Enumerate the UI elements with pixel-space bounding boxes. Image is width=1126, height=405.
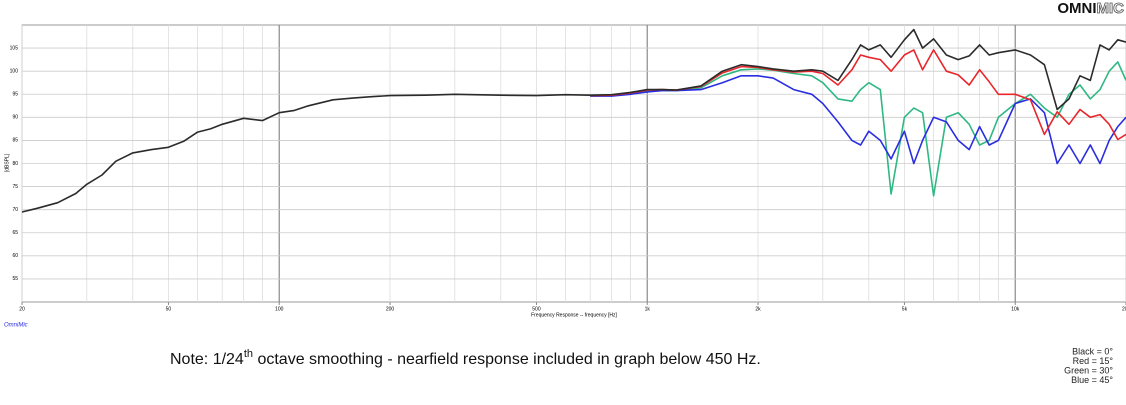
series-line bbox=[590, 61, 1126, 197]
y-tick-label: 95 bbox=[12, 92, 18, 98]
legend-entry: Green = 30° bbox=[1064, 365, 1113, 375]
x-tick-label: 10k bbox=[1011, 306, 1020, 312]
x-tick-label: 20k bbox=[1122, 306, 1126, 312]
watermark: OmniMic bbox=[4, 323, 28, 329]
note-text: Note: 1/24 bbox=[170, 351, 244, 368]
logo: OMNIMIC bbox=[1057, 0, 1124, 17]
x-axis-label: Frequency Response -- frequency [Hz] bbox=[531, 312, 617, 318]
y-tick-label: 100 bbox=[10, 68, 19, 74]
y-tick-label: 85 bbox=[12, 138, 18, 144]
series-line bbox=[21, 28, 1126, 213]
series-line bbox=[590, 75, 1126, 165]
x-tick-label: 2k bbox=[755, 306, 761, 312]
x-tick-label: 1k bbox=[645, 306, 651, 312]
legend-entry: Red = 15° bbox=[1073, 356, 1114, 366]
x-tick-label: 500 bbox=[532, 306, 541, 312]
y-tick-label: 80 bbox=[12, 161, 18, 167]
y-tick-label: 105 bbox=[10, 45, 19, 51]
y-tick-label: 70 bbox=[12, 207, 18, 213]
y-tick-label: 90 bbox=[12, 115, 18, 121]
series-line bbox=[590, 49, 1126, 141]
note-text: octave smoothing - nearfield response in… bbox=[253, 351, 761, 368]
y-tick-label: 75 bbox=[12, 184, 18, 190]
logo-bold: OMNI bbox=[1057, 0, 1096, 17]
y-tick-label: 65 bbox=[12, 230, 18, 236]
logo-light: MIC bbox=[1097, 0, 1125, 17]
legend-entry: Black = 0° bbox=[1072, 346, 1113, 356]
x-tick-label: 100 bbox=[275, 306, 284, 312]
x-tick-label: 50 bbox=[166, 306, 172, 312]
x-tick-label: 200 bbox=[386, 306, 395, 312]
x-tick-label: 20 bbox=[19, 306, 25, 312]
x-tick-label: 5k bbox=[902, 306, 908, 312]
y-tick-label: 55 bbox=[12, 276, 18, 282]
note: Note: 1/24th octave smoothing - nearfiel… bbox=[170, 348, 761, 368]
note-sup: th bbox=[244, 348, 253, 360]
legend-entry: Blue = 45° bbox=[1071, 375, 1113, 385]
y-tick-label: 60 bbox=[12, 253, 18, 259]
y-axis-label: [dBSPL] bbox=[4, 153, 10, 172]
